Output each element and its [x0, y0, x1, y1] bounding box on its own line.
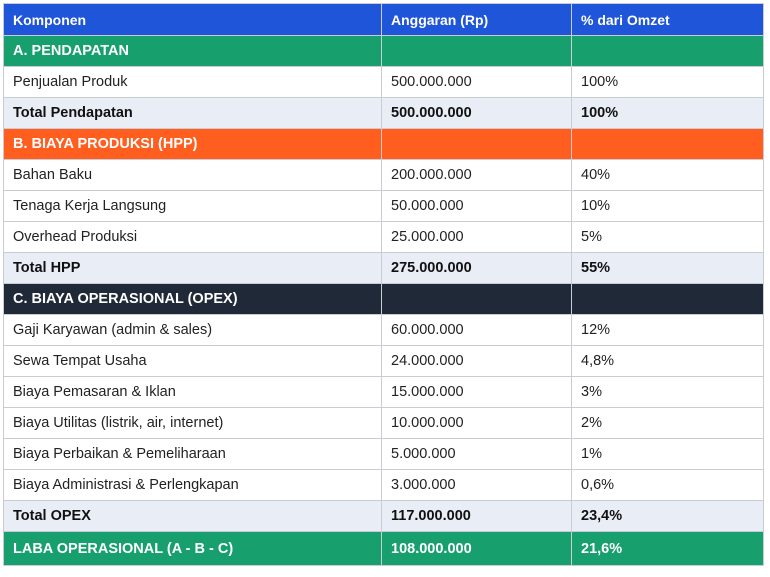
row-percent: 40%: [571, 159, 764, 191]
total-label: Total HPP: [3, 252, 382, 284]
row-amount: 500.000.000: [381, 66, 572, 98]
total-amount: 275.000.000: [381, 252, 572, 284]
total-label: Total OPEX: [3, 500, 382, 532]
total-row-opex: Total OPEX 117.000.000 23,4%: [3, 500, 764, 532]
row-amount: 60.000.000: [381, 314, 572, 346]
row-percent: 2%: [571, 407, 764, 439]
row-amount: 25.000.000: [381, 221, 572, 253]
row-label: Biaya Pemasaran & Iklan: [3, 376, 382, 408]
total-row-pendapatan: Total Pendapatan 500.000.000 100%: [3, 97, 764, 129]
section-header-opex: C. BIAYA OPERASIONAL (OPEX): [3, 283, 764, 315]
section-header-hpp: B. BIAYA PRODUKSI (HPP): [3, 128, 764, 160]
table-header-row: Komponen Anggaran (Rp) % dari Omzet: [3, 3, 764, 36]
row-label: Biaya Perbaikan & Pemeliharaan: [3, 438, 382, 470]
row-amount: 3.000.000: [381, 469, 572, 501]
row-amount: 24.000.000: [381, 345, 572, 377]
budget-table: Komponen Anggaran (Rp) % dari Omzet A. P…: [3, 3, 764, 566]
table-row: Biaya Perbaikan & Pemeliharaan 5.000.000…: [3, 438, 764, 470]
total-percent: 23,4%: [571, 500, 764, 532]
row-amount: 50.000.000: [381, 190, 572, 222]
total-row-hpp: Total HPP 275.000.000 55%: [3, 252, 764, 284]
row-label: Bahan Baku: [3, 159, 382, 191]
row-amount: 10.000.000: [381, 407, 572, 439]
result-label: LABA OPERASIONAL (A - B - C): [3, 531, 382, 566]
section-title: A. PENDAPATAN: [3, 35, 382, 67]
table-row: Sewa Tempat Usaha 24.000.000 4,8%: [3, 345, 764, 377]
table-row: Penjualan Produk 500.000.000 100%: [3, 66, 764, 98]
row-percent: 1%: [571, 438, 764, 470]
table-row: Gaji Karyawan (admin & sales) 60.000.000…: [3, 314, 764, 346]
table-row: Biaya Pemasaran & Iklan 15.000.000 3%: [3, 376, 764, 408]
row-label: Tenaga Kerja Langsung: [3, 190, 382, 222]
table-row: Overhead Produksi 25.000.000 5%: [3, 221, 764, 253]
row-percent: 3%: [571, 376, 764, 408]
result-percent: 21,6%: [571, 531, 764, 566]
row-percent: 12%: [571, 314, 764, 346]
row-amount: 15.000.000: [381, 376, 572, 408]
row-label: Sewa Tempat Usaha: [3, 345, 382, 377]
total-label: Total Pendapatan: [3, 97, 382, 129]
section-title: B. BIAYA PRODUKSI (HPP): [3, 128, 382, 160]
table-row: Bahan Baku 200.000.000 40%: [3, 159, 764, 191]
row-percent: 100%: [571, 66, 764, 98]
row-label: Overhead Produksi: [3, 221, 382, 253]
total-percent: 55%: [571, 252, 764, 284]
column-header-anggaran: Anggaran (Rp): [381, 3, 572, 36]
result-amount: 108.000.000: [381, 531, 572, 566]
total-amount: 117.000.000: [381, 500, 572, 532]
row-percent: 4,8%: [571, 345, 764, 377]
result-row-laba-operasional: LABA OPERASIONAL (A - B - C) 108.000.000…: [3, 531, 764, 566]
table-row: Biaya Administrasi & Perlengkapan 3.000.…: [3, 469, 764, 501]
section-title: C. BIAYA OPERASIONAL (OPEX): [3, 283, 382, 315]
row-amount: 5.000.000: [381, 438, 572, 470]
row-label: Penjualan Produk: [3, 66, 382, 98]
row-percent: 5%: [571, 221, 764, 253]
table-row: Tenaga Kerja Langsung 50.000.000 10%: [3, 190, 764, 222]
row-amount: 200.000.000: [381, 159, 572, 191]
total-amount: 500.000.000: [381, 97, 572, 129]
section-header-pendapatan: A. PENDAPATAN: [3, 35, 764, 67]
row-label: Biaya Administrasi & Perlengkapan: [3, 469, 382, 501]
total-percent: 100%: [571, 97, 764, 129]
row-label: Gaji Karyawan (admin & sales): [3, 314, 382, 346]
table-row: Biaya Utilitas (listrik, air, internet) …: [3, 407, 764, 439]
row-percent: 10%: [571, 190, 764, 222]
column-header-komponen: Komponen: [3, 3, 382, 36]
column-header-persen: % dari Omzet: [571, 3, 764, 36]
row-percent: 0,6%: [571, 469, 764, 501]
row-label: Biaya Utilitas (listrik, air, internet): [3, 407, 382, 439]
